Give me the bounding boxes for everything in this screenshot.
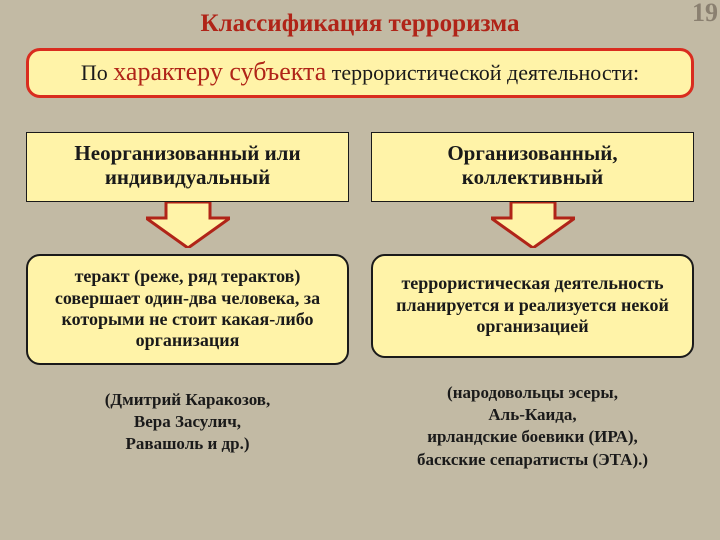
examples-right: (народовольцы эсеры,Аль-Каида,ирландские… xyxy=(417,382,648,470)
header-box-right: Организованный, коллективный xyxy=(371,132,694,202)
column-right: Организованный, коллективный террористич… xyxy=(371,132,694,471)
column-left: Неорганизованный или индивидуальный тера… xyxy=(26,132,349,471)
description-text-left: теракт (реже, ряд терактов) совершает од… xyxy=(40,266,335,351)
description-box-left: теракт (реже, ряд терактов) совершает од… xyxy=(26,254,349,365)
subtitle-emphasis: характеру субъекта xyxy=(113,57,326,86)
slide-title: Классификация терроризма xyxy=(0,0,720,38)
examples-left: (Дмитрий Каракозов,Вера Засулич,Равашоль… xyxy=(105,389,270,455)
subtitle-post: террористической деятельности: xyxy=(326,60,639,85)
arrow-right-wrap xyxy=(491,202,575,254)
arrow-down-icon xyxy=(491,202,575,248)
columns-container: Неорганизованный или индивидуальный тера… xyxy=(26,132,694,471)
arrow-down-icon xyxy=(146,202,230,248)
description-box-right: террористическая деятельность планируетс… xyxy=(371,254,694,358)
subtitle-pre: По xyxy=(81,60,113,85)
description-text-right: террористическая деятельность планируетс… xyxy=(385,273,680,337)
page-number: 19 xyxy=(692,2,712,24)
header-box-left: Неорганизованный или индивидуальный xyxy=(26,132,349,202)
arrow-left-wrap xyxy=(146,202,230,254)
subtitle-box: По характеру субъекта террористической д… xyxy=(26,48,694,98)
